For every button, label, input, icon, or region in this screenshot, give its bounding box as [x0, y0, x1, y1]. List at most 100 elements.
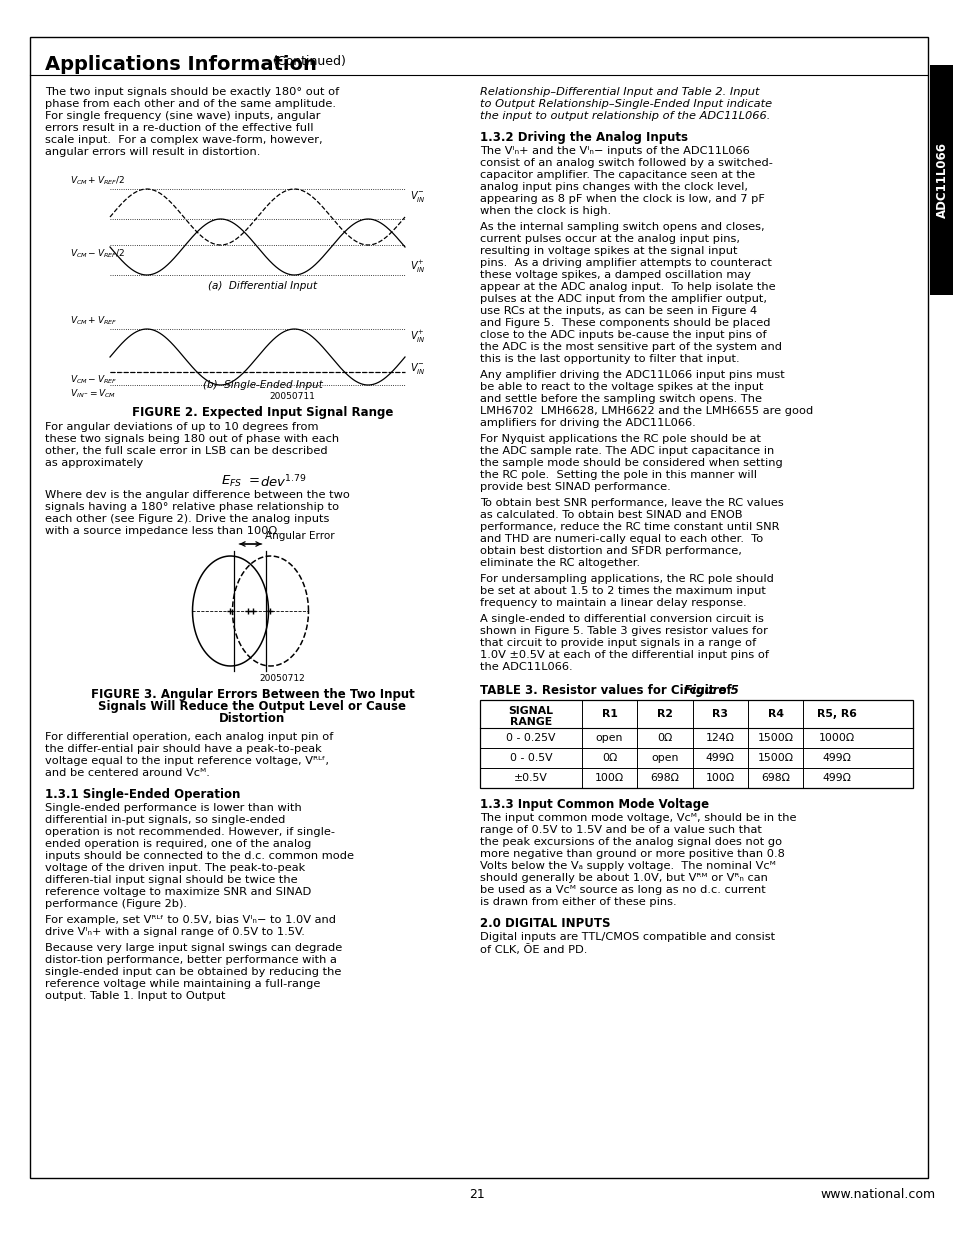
- Text: (b)  Single-Ended Input: (b) Single-Ended Input: [202, 380, 322, 390]
- Text: 1500Ω: 1500Ω: [757, 753, 793, 763]
- Text: operation is not recommended. However, if single-: operation is not recommended. However, i…: [45, 827, 335, 837]
- Text: that circuit to provide input signals in a range of: that circuit to provide input signals in…: [479, 638, 756, 648]
- Text: RANGE: RANGE: [509, 718, 552, 727]
- Text: To obtain best SNR performance, leave the RC values: To obtain best SNR performance, leave th…: [479, 498, 783, 508]
- Text: the differ-ential pair should have a peak-to-peak: the differ-ential pair should have a pea…: [45, 743, 321, 755]
- Text: Figure 5: Figure 5: [683, 684, 738, 697]
- Text: obtain best distortion and SFDR performance,: obtain best distortion and SFDR performa…: [479, 546, 741, 556]
- Text: distor-tion performance, better performance with a: distor-tion performance, better performa…: [45, 955, 336, 965]
- Text: 20050711: 20050711: [270, 391, 315, 401]
- Text: angular errors will result in distortion.: angular errors will result in distortion…: [45, 147, 260, 157]
- Text: $V_{IN}^{+}$: $V_{IN}^{+}$: [410, 329, 425, 345]
- Text: these two signals being 180 out of phase with each: these two signals being 180 out of phase…: [45, 433, 338, 445]
- Text: 0 - 0.5V: 0 - 0.5V: [509, 753, 552, 763]
- Text: 1.3.3 Input Common Mode Voltage: 1.3.3 Input Common Mode Voltage: [479, 798, 708, 811]
- Text: 1500Ω: 1500Ω: [757, 734, 793, 743]
- Text: with a source impedance less than 100Ω.: with a source impedance less than 100Ω.: [45, 526, 280, 536]
- Text: errors result in a re-duction of the effective full: errors result in a re-duction of the eff…: [45, 124, 314, 133]
- Text: range of 0.5V to 1.5V and be of a value such that: range of 0.5V to 1.5V and be of a value …: [479, 825, 761, 835]
- Text: open: open: [596, 734, 622, 743]
- Text: $V_{CM} - V_{REF}/2$: $V_{CM} - V_{REF}/2$: [70, 247, 125, 259]
- Text: amplifiers for driving the ADC11L066.: amplifiers for driving the ADC11L066.: [479, 417, 695, 429]
- Text: Angular Error: Angular Error: [265, 531, 335, 541]
- Bar: [929, 65, 953, 295]
- Text: 1.0V ±0.5V at each of the differential input pins of: 1.0V ±0.5V at each of the differential i…: [479, 650, 768, 659]
- Text: $V_{CM} + V_{REF}/2$: $V_{CM} + V_{REF}/2$: [70, 174, 125, 186]
- Text: R4: R4: [767, 709, 783, 719]
- Text: drive Vᴵₙ+ with a signal range of 0.5V to 1.5V.: drive Vᴵₙ+ with a signal range of 0.5V t…: [45, 927, 305, 937]
- Text: voltage of the driven input. The peak-to-peak: voltage of the driven input. The peak-to…: [45, 863, 305, 873]
- Text: $V_{CM} - V_{REF}$: $V_{CM} - V_{REF}$: [70, 374, 117, 387]
- Text: open: open: [651, 753, 678, 763]
- Text: of CLK, ŎE and PD.: of CLK, ŎE and PD.: [479, 944, 587, 955]
- Text: Relationship–Differential Input and Table 2. Input: Relationship–Differential Input and Tabl…: [479, 86, 759, 98]
- Text: 2.0 DIGITAL INPUTS: 2.0 DIGITAL INPUTS: [479, 918, 610, 930]
- Text: SIGNAL: SIGNAL: [508, 706, 553, 716]
- Text: For differential operation, each analog input pin of: For differential operation, each analog …: [45, 732, 333, 742]
- Text: appearing as 8 pF when the clock is low, and 7 pF: appearing as 8 pF when the clock is low,…: [479, 194, 764, 204]
- Text: and Figure 5.  These components should be placed: and Figure 5. These components should be…: [479, 317, 770, 329]
- Text: 1.3.1 Single-Ended Operation: 1.3.1 Single-Ended Operation: [45, 788, 240, 802]
- Text: resulting in voltage spikes at the signal input: resulting in voltage spikes at the signa…: [479, 246, 737, 256]
- Text: capacitor amplifier. The capacitance seen at the: capacitor amplifier. The capacitance see…: [479, 170, 755, 180]
- Text: output. Table 1. Input to Output: output. Table 1. Input to Output: [45, 990, 225, 1002]
- Text: the ADC sample rate. The ADC input capacitance in: the ADC sample rate. The ADC input capac…: [479, 446, 774, 456]
- Text: the ADC is the most sensitive part of the system and: the ADC is the most sensitive part of th…: [479, 342, 781, 352]
- Text: be used as a Vᴄᴹ source as long as no d.c. current: be used as a Vᴄᴹ source as long as no d.…: [479, 885, 765, 895]
- Text: FIGURE 2. Expected Input Signal Range: FIGURE 2. Expected Input Signal Range: [132, 406, 393, 419]
- Text: The two input signals should be exactly 180° out of: The two input signals should be exactly …: [45, 86, 339, 98]
- Text: Single-ended performance is lower than with: Single-ended performance is lower than w…: [45, 803, 301, 813]
- Text: the RC pole.  Setting the pole in this manner will: the RC pole. Setting the pole in this ma…: [479, 471, 757, 480]
- Text: shown in Figure 5. Table 3 gives resistor values for: shown in Figure 5. Table 3 gives resisto…: [479, 626, 767, 636]
- Text: current pulses occur at the analog input pins,: current pulses occur at the analog input…: [479, 233, 740, 245]
- Text: 698Ω: 698Ω: [650, 773, 679, 783]
- Text: other, the full scale error in LSB can be described: other, the full scale error in LSB can b…: [45, 446, 327, 456]
- Text: For example, set Vᴿᴸᶠ to 0.5V, bias Vᴵₙ− to 1.0V and: For example, set Vᴿᴸᶠ to 0.5V, bias Vᴵₙ−…: [45, 915, 335, 925]
- Text: frequency to maintain a linear delay response.: frequency to maintain a linear delay res…: [479, 598, 746, 608]
- Text: (a)  Differential Input: (a) Differential Input: [208, 282, 316, 291]
- Text: differential in-put signals, so single-ended: differential in-put signals, so single-e…: [45, 815, 285, 825]
- Bar: [479, 700, 912, 788]
- Text: pins.  As a driving amplifier attempts to counteract: pins. As a driving amplifier attempts to…: [479, 258, 771, 268]
- Text: R1: R1: [601, 709, 617, 719]
- Text: (Continued): (Continued): [273, 56, 347, 68]
- Text: analog input pins changes with the clock level,: analog input pins changes with the clock…: [479, 182, 747, 191]
- Text: 100Ω: 100Ω: [705, 773, 734, 783]
- Text: $V_{IN}^{-}$: $V_{IN}^{-}$: [410, 189, 425, 205]
- Text: reference voltage to maximize SNR and SINAD: reference voltage to maximize SNR and SI…: [45, 887, 311, 897]
- Text: TABLE 3. Resistor values for Circuit of: TABLE 3. Resistor values for Circuit of: [479, 684, 735, 697]
- Text: LMH6702  LMH6628, LMH6622 and the LMH6655 are good: LMH6702 LMH6628, LMH6622 and the LMH6655…: [479, 406, 812, 416]
- Text: scale input.  For a complex wave-form, however,: scale input. For a complex wave-form, ho…: [45, 135, 322, 144]
- Text: use RCs at the inputs, as can be seen in Figure 4: use RCs at the inputs, as can be seen in…: [479, 306, 757, 316]
- Text: Applications Information: Applications Information: [45, 56, 316, 74]
- Text: Digital inputs are TTL/CMOS compatible and consist: Digital inputs are TTL/CMOS compatible a…: [479, 932, 774, 942]
- Text: the ADC11L066.: the ADC11L066.: [479, 662, 572, 672]
- Text: and be centered around Vᴄᴹ.: and be centered around Vᴄᴹ.: [45, 768, 210, 778]
- Text: 100Ω: 100Ω: [595, 773, 623, 783]
- Text: 499Ω: 499Ω: [821, 773, 850, 783]
- Text: be set at about 1.5 to 2 times the maximum input: be set at about 1.5 to 2 times the maxim…: [479, 585, 765, 597]
- Text: $V_{IN}^{+}$: $V_{IN}^{+}$: [410, 259, 425, 275]
- Text: 0Ω: 0Ω: [657, 734, 672, 743]
- Text: performance, reduce the RC time constant until SNR: performance, reduce the RC time constant…: [479, 522, 779, 532]
- Text: is drawn from either of these pins.: is drawn from either of these pins.: [479, 897, 676, 906]
- Text: A single-ended to differential conversion circuit is: A single-ended to differential conversio…: [479, 614, 763, 624]
- Text: eliminate the RC altogether.: eliminate the RC altogether.: [479, 558, 639, 568]
- Text: Distortion: Distortion: [219, 713, 285, 725]
- Text: $dev^{1.79}$: $dev^{1.79}$: [260, 474, 307, 490]
- Text: to Output Relationship–Single-Ended Input indicate: to Output Relationship–Single-Ended Inpu…: [479, 99, 771, 109]
- Text: www.national.com: www.national.com: [820, 1188, 934, 1202]
- Text: the sample mode should be considered when setting: the sample mode should be considered whe…: [479, 458, 781, 468]
- Text: performance (Figure 2b).: performance (Figure 2b).: [45, 899, 187, 909]
- Text: and settle before the sampling switch opens. The: and settle before the sampling switch op…: [479, 394, 761, 404]
- Text: Because very large input signal swings can degrade: Because very large input signal swings c…: [45, 944, 342, 953]
- Text: 20050712: 20050712: [259, 674, 305, 683]
- Text: Any amplifier driving the ADC11L066 input pins must: Any amplifier driving the ADC11L066 inpu…: [479, 370, 784, 380]
- Text: 499Ω: 499Ω: [821, 753, 850, 763]
- Text: more negative than ground or more positive than 0.8: more negative than ground or more positi…: [479, 848, 784, 860]
- Text: be able to react to the voltage spikes at the input: be able to react to the voltage spikes a…: [479, 382, 762, 391]
- Text: consist of an analog switch followed by a switched-: consist of an analog switch followed by …: [479, 158, 772, 168]
- Text: For undersampling applications, the RC pole should: For undersampling applications, the RC p…: [479, 574, 773, 584]
- Text: $E_{FS}$: $E_{FS}$: [221, 474, 242, 489]
- Text: For single frequency (sine wave) inputs, angular: For single frequency (sine wave) inputs,…: [45, 111, 320, 121]
